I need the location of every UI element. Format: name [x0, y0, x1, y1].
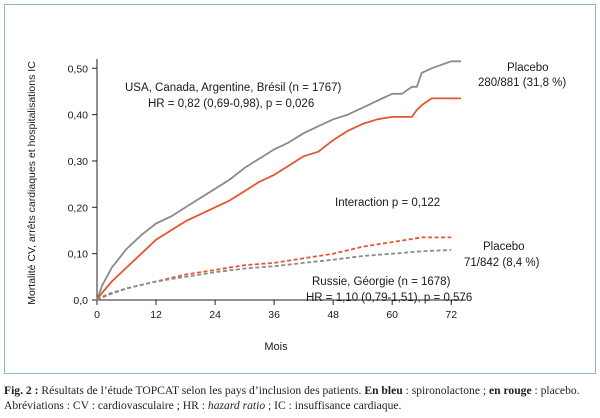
x-tick-label: 24 [209, 309, 221, 321]
figure-frame: 0 12 24 36 48 60 72 0,0 0,10 0,20 0,30 0,40 0,50 Mor… [4, 4, 596, 374]
x-tick-label: 12 [150, 309, 162, 321]
caption-en-rouge: en rouge [488, 384, 532, 397]
x-tick-label: 0 [94, 309, 100, 321]
series-line-lower-lower-placebo [96, 236, 452, 301]
upper-group-hr: HR = 0,82 (0,69-0,98), p = 0,026 [148, 98, 314, 110]
series-line-lower-lower-treatment [96, 249, 452, 301]
series-line-upper-upper-placebo [96, 60, 462, 301]
upper-placebo-label: Placebo [507, 62, 549, 74]
lower-group-hr: HR = 1,10 (0,79-1,51), p = 0,576 [306, 292, 472, 304]
caption-text-2: : spironolactone ; [402, 384, 489, 397]
figure-caption: Fig. 2 : Résultats de l’étude TOPCAT sel… [4, 383, 596, 413]
lower-group-title: Russie, Géorgie (n = 1678) [312, 276, 451, 288]
caption-fig-label: Fig. 2 : [4, 384, 39, 397]
upper-placebo-value: 280/881 (31,8 %) [478, 77, 566, 89]
y-tick-label: 0,50 [68, 63, 89, 75]
x-tick-label: 36 [268, 309, 280, 321]
caption-text-4: ; IC : insuffisance cardiaque. [265, 399, 402, 412]
x-axis-label: Mois [264, 341, 288, 353]
km-chart: 0 12 24 36 48 60 72 0,0 0,10 0,20 0,30 0,40 0,50 Mor… [26, 59, 566, 353]
axes: 0 12 24 36 48 60 72 0,0 0,10 0,20 0,30 0,40 0,50 [68, 59, 466, 321]
series-layer [96, 60, 462, 301]
series-line-upper-upper-treatment [96, 97, 462, 301]
x-tick-label: 72 [445, 309, 457, 321]
lower-placebo-value: 71/842 (8,4 %) [464, 257, 540, 269]
y-tick-label: 0,10 [68, 249, 89, 261]
upper-group-title: USA, Canada, Argentine, Brésil (n = 1767… [125, 82, 342, 94]
x-tick-label: 60 [386, 309, 398, 321]
lower-placebo-label: Placebo [483, 241, 525, 253]
y-tick-label: 0,20 [68, 202, 89, 214]
y-axis-label: Mortalité CV, arrêts cardiaques et hospi… [26, 61, 38, 305]
caption-hazard: hazard ratio [207, 399, 266, 412]
y-tick-label: 0,0 [73, 295, 88, 307]
interaction-label: Interaction p = 0,122 [335, 197, 440, 209]
caption-text-3: : placebo. Abréviations : CV : cardiovas… [4, 384, 580, 412]
y-tick-label: 0,30 [68, 156, 89, 168]
caption-en-bleu: En bleu [364, 384, 403, 397]
y-tick-label: 0,40 [68, 110, 89, 122]
caption-text-1: Résultats de l’étude TOPCAT selon les pa… [38, 384, 365, 397]
x-tick-label: 48 [327, 309, 339, 321]
